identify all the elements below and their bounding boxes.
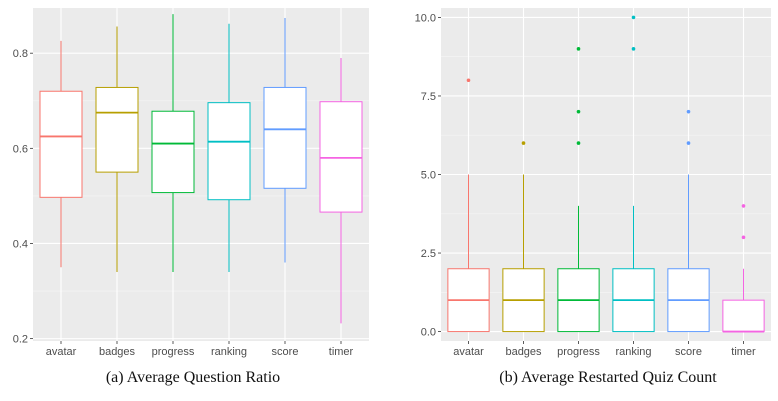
x-tick-label: badges: [99, 346, 136, 358]
x-tick-label: ranking: [615, 346, 651, 358]
caption-b: (b) Average Restarted Quiz Count: [499, 369, 717, 386]
y-tick-label: 0.2: [13, 334, 28, 346]
x-tick-label: score: [272, 346, 299, 358]
y-tick-label: 2.5: [421, 248, 436, 260]
y-tick-label: 0.8: [13, 48, 28, 60]
box-body: [319, 101, 363, 213]
box-avatar: [39, 40, 83, 268]
y-tick-label: 0.4: [13, 238, 28, 250]
x-tick-label: progress: [152, 346, 195, 358]
outlier-point: [631, 15, 636, 20]
outlier-point: [576, 141, 581, 145]
x-tick-label: progress: [557, 346, 600, 358]
box-body: [207, 102, 251, 201]
outlier-point: [576, 47, 581, 51]
x-tick-label: avatar: [46, 346, 77, 358]
box-progress: [557, 47, 600, 333]
caption-a: (a) Average Question Ratio: [105, 369, 281, 386]
box-body: [95, 86, 139, 173]
outlier-point: [686, 141, 691, 145]
outlier-point: [521, 141, 526, 145]
x-tick-label: ranking: [211, 346, 247, 358]
y-tick-label: 0.0: [421, 327, 436, 339]
box-ranking: [612, 15, 655, 333]
box-avatar: [447, 78, 490, 333]
y-tick-label: 5.0: [421, 170, 436, 182]
box-score: [667, 109, 710, 333]
y-tick-label: 7.5: [421, 91, 436, 103]
plot-panel: [33, 8, 369, 341]
box-body: [151, 110, 195, 194]
box-body: [263, 86, 307, 189]
chart-average-question-ratio: 0.2 0.4 0.6 0.8 avatar badges progress ranking s…: [13, 8, 369, 358]
x-tick-label: score: [675, 346, 702, 358]
x-tick-label: timer: [329, 346, 354, 358]
outlier-point: [741, 204, 746, 208]
box-badges: [502, 141, 545, 333]
chart-average-restarted-quiz-count: 0.0 2.5 5.0 7.5 10.0 avatar badges progress rank…: [415, 8, 771, 358]
outlier-point: [741, 235, 746, 240]
outlier-point: [466, 78, 471, 83]
box-timer: [722, 204, 765, 333]
outlier-point: [631, 47, 636, 51]
x-tick-label: avatar: [453, 346, 484, 358]
box-body: [722, 299, 765, 333]
box-body: [39, 90, 83, 198]
box-ranking: [207, 23, 251, 273]
x-tick-label: badges: [505, 346, 542, 358]
x-tick-label: timer: [731, 346, 756, 358]
outlier-point: [576, 109, 581, 114]
y-tick-label: 0.6: [13, 143, 28, 155]
box-progress: [151, 14, 195, 273]
box-timer: [319, 57, 363, 324]
box-badges: [95, 26, 139, 273]
outlier-point: [686, 109, 691, 114]
y-tick-label: 10.0: [415, 12, 436, 24]
box-score: [263, 17, 307, 263]
